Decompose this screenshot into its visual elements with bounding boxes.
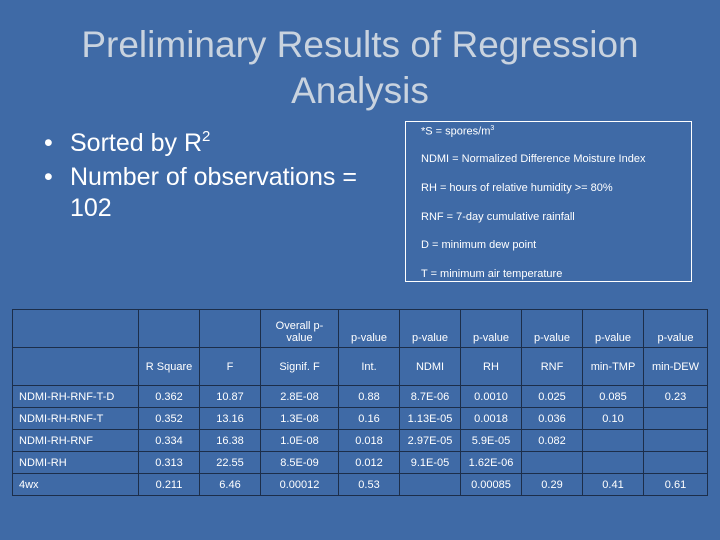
header-cell	[138, 309, 200, 348]
header-cell: RNF	[521, 347, 583, 386]
table-cell: 0.23	[643, 385, 708, 408]
header-cell: Overall p-value	[260, 309, 339, 348]
row-label: 4wx	[12, 473, 139, 496]
legend-spores-superscript: 3	[490, 125, 495, 132]
table-cell: 10.87	[199, 385, 261, 408]
table-cell: 2.8E-08	[260, 385, 339, 408]
header-cell: min-DEW	[643, 347, 708, 386]
table-body: Overall p-value p-value p-value p-value p-va…	[12, 309, 708, 496]
table-cell	[643, 451, 708, 474]
header-cell: p-value	[399, 309, 461, 348]
abbreviation-legend: *S = spores/m3 NDMI = Normalized Differe…	[405, 121, 692, 282]
table-cell	[582, 451, 644, 474]
table-cell: 0.16	[338, 407, 400, 430]
header-row-2: R Square F Signif. F Int. NDMI RH RNF min-TMP mi…	[12, 347, 708, 386]
table-cell: 22.55	[199, 451, 261, 474]
row-label: NDMI-RH-RNF	[12, 429, 139, 452]
table-cell: 0.29	[521, 473, 583, 496]
table-cell: 16.38	[199, 429, 261, 452]
table-cell: 0.352	[138, 407, 200, 430]
table-cell: 0.10	[582, 407, 644, 430]
table-cell: 2.97E-05	[399, 429, 461, 452]
table-cell: 0.0010	[460, 385, 522, 408]
table-row: NDMI-RH-RNF-T 0.352 13.16 1.3E-08 0.16 1.13E-…	[12, 407, 708, 430]
table-cell: 0.53	[338, 473, 400, 496]
row-label: NDMI-RH-RNF-T-D	[12, 385, 139, 408]
table-cell: 1.3E-08	[260, 407, 339, 430]
table-cell: 0.00012	[260, 473, 339, 496]
table-cell: 1.13E-05	[399, 407, 461, 430]
regression-results-table: Overall p-value p-value p-value p-value p-va…	[12, 309, 708, 496]
table-cell: 0.211	[138, 473, 200, 496]
table-cell: 13.16	[199, 407, 261, 430]
header-cell: p-value	[643, 309, 708, 348]
table-cell: 0.085	[582, 385, 644, 408]
header-cell: F	[199, 347, 261, 386]
table-cell: 0.334	[138, 429, 200, 452]
table-cell: 1.0E-08	[260, 429, 339, 452]
legend-line-rnf: RNF = 7-day cumulative rainfall	[421, 211, 575, 223]
table-cell: 0.025	[521, 385, 583, 408]
legend-line-dew: D = minimum dew point	[421, 239, 537, 251]
header-cell: Int.	[338, 347, 400, 386]
header-cell	[12, 309, 139, 348]
table-cell: 0.362	[138, 385, 200, 408]
header-row-1: Overall p-value p-value p-value p-value p-va…	[12, 309, 708, 348]
header-cell: Signif. F	[260, 347, 339, 386]
bullet-sorted: Sorted by R2	[44, 128, 394, 159]
table-cell: 0.00085	[460, 473, 522, 496]
header-cell: RH	[460, 347, 522, 386]
table-cell	[399, 473, 461, 496]
header-cell	[199, 309, 261, 348]
legend-line-temp: T = minimum air temperature	[421, 268, 563, 280]
table-cell: 0.41	[582, 473, 644, 496]
table-cell: 0.018	[338, 429, 400, 452]
header-cell: p-value	[582, 309, 644, 348]
header-cell: p-value	[338, 309, 400, 348]
legend-line-spores: *S = spores/m3	[421, 125, 494, 138]
table-row: 4wx 0.211 6.46 0.00012 0.53 0.00085 0.29 0.41 0.…	[12, 473, 708, 496]
row-label: NDMI-RH	[12, 451, 139, 474]
table-cell	[521, 451, 583, 474]
table-cell: 0.61	[643, 473, 708, 496]
table-cell: 0.88	[338, 385, 400, 408]
legend-line-ndmi: NDMI = Normalized Difference Moisture In…	[421, 153, 646, 165]
header-cell: R Square	[138, 347, 200, 386]
table-cell: 0.012	[338, 451, 400, 474]
row-label: NDMI-RH-RNF-T	[12, 407, 139, 430]
table-cell: 0.0018	[460, 407, 522, 430]
header-cell: NDMI	[399, 347, 461, 386]
table-cell: 8.7E-06	[399, 385, 461, 408]
table-cell: 5.9E-05	[460, 429, 522, 452]
table-cell: 8.5E-09	[260, 451, 339, 474]
table-cell: 6.46	[199, 473, 261, 496]
bullet-list: Sorted by R2 Number of observations = 10…	[44, 128, 394, 227]
header-cell: p-value	[460, 309, 522, 348]
legend-line-rh: RH = hours of relative humidity >= 80%	[421, 182, 613, 194]
bullet-observations: Number of observations = 102	[44, 162, 394, 224]
bullet-sorted-superscript: 2	[202, 128, 211, 145]
header-cell: p-value	[521, 309, 583, 348]
table-cell: 0.036	[521, 407, 583, 430]
table-cell: 0.313	[138, 451, 200, 474]
bullet-sorted-text: Sorted by R	[70, 129, 203, 157]
slide-title: Preliminary Results of Regression Analys…	[81, 24, 639, 111]
table-cell	[643, 407, 708, 430]
table-row: NDMI-RH-RNF 0.334 16.38 1.0E-08 0.018 2.97E-0…	[12, 429, 708, 452]
legend-spores-text: *S = spores/m	[421, 125, 491, 138]
table-row: NDMI-RH-RNF-T-D 0.362 10.87 2.8E-08 0.88 8.7E…	[12, 385, 708, 408]
table-cell: 1.62E-06	[460, 451, 522, 474]
table-cell	[582, 429, 644, 452]
header-cell	[12, 347, 139, 386]
table-row: NDMI-RH 0.313 22.55 8.5E-09 0.012 9.1E-05 1.62…	[12, 451, 708, 474]
table-cell: 0.082	[521, 429, 583, 452]
table-cell: 9.1E-05	[399, 451, 461, 474]
table-cell	[643, 429, 708, 452]
header-cell: min-TMP	[582, 347, 644, 386]
